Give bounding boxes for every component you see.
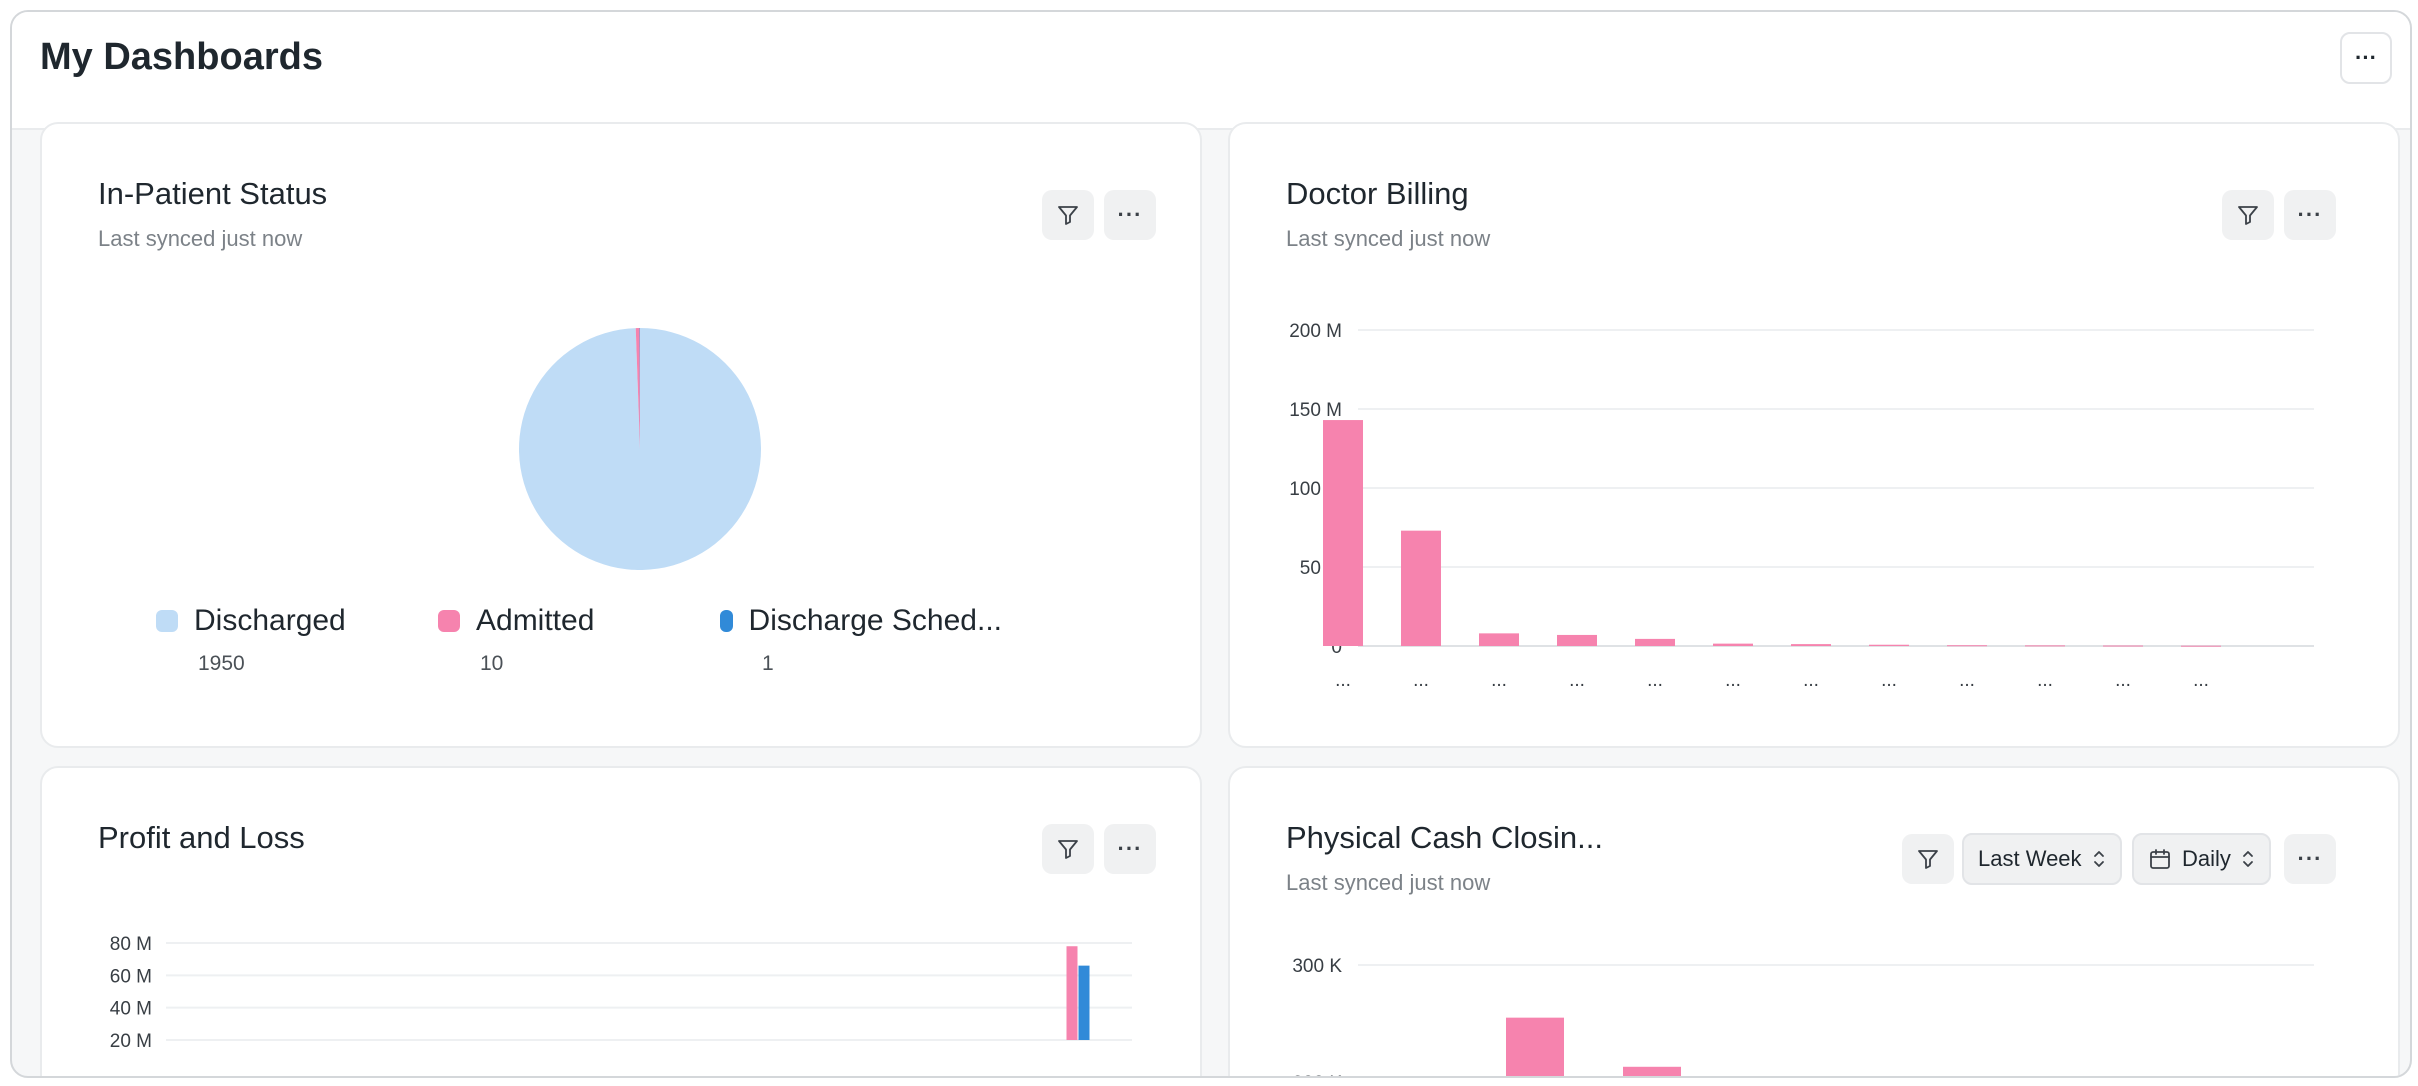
x-tick-label: ... [1491,670,1507,691]
y-tick-label: 40 M [110,999,152,1020]
card-subtitle: Last synced just now [98,226,303,251]
interval-value: Daily [2182,846,2231,871]
x-tick-label: ... [2037,670,2053,691]
bar [1506,1017,1564,1076]
calendar-icon [2150,849,2170,869]
x-tick-label: ... [1413,670,1429,691]
bar [2025,645,2065,647]
x-tick-label: ... [2115,670,2131,691]
x-tick-label: ... [1959,670,1975,691]
interval-select[interactable]: Daily [2132,833,2271,885]
date-range-select[interactable]: Last Week [1962,833,2122,885]
y-tick-label: 200 K [1292,1073,1342,1078]
more-horizontal-icon: ··· [2297,202,2323,227]
legend-value: 10 [480,652,504,675]
physical-cash-closing-bar-chart: 200 K 300 K [1292,956,2314,1078]
pie-slice [518,328,761,570]
legend-value: 1950 [198,652,245,675]
filter-button[interactable] [1902,834,1954,884]
pie-slice [635,328,640,449]
y-tick-label: 0 [1331,637,1342,658]
dashboard-window: My Dashboards ··· In-Patient Status Last… [10,10,2412,1078]
x-tick-label: ... [1335,670,1351,691]
legend-item: Admitted 10 [438,604,720,676]
card-title: Physical Cash Closin... [1286,820,1604,855]
bar [1623,1066,1681,1076]
card-more-button[interactable]: ··· [2284,834,2336,884]
x-tick-label: ... [1803,670,1819,691]
legend-label: Admitted [476,604,595,637]
y-tick-label: 300 K [1292,956,1342,977]
bar [1323,420,1363,646]
filter-button[interactable] [1042,824,1094,874]
legend-label: Discharge Sched... [748,604,1002,637]
more-horizontal-icon: ··· [2297,846,2323,871]
card-more-button[interactable]: ··· [2284,190,2336,240]
legend-value: 1 [762,652,774,675]
more-horizontal-icon: ··· [1117,202,1143,227]
legend-swatch [438,610,460,632]
card-title: In-Patient Status [98,176,328,211]
y-tick-label: 150 M [1289,400,1342,421]
card-more-button[interactable]: ··· [1104,824,1156,874]
card-title: Doctor Billing [1286,176,1469,211]
filter-icon [1918,850,1938,869]
x-tick-label: ... [1881,670,1897,691]
filter-button[interactable] [1042,190,1094,240]
bar [2181,645,2221,647]
filter-button[interactable] [2222,190,2274,240]
filter-icon [1058,840,1078,859]
legend-item: Discharged 1950 [156,604,438,676]
bar [1713,643,1753,646]
inpatient-pie-chart [518,328,761,570]
physical-cash-closing-card: Physical Cash Closin... Last synced just… [1228,766,2400,1078]
bar [2103,645,2143,647]
legend-swatch [156,610,178,632]
legend-swatch [720,610,733,632]
card-more-button[interactable]: ··· [1104,190,1156,240]
more-horizontal-icon: ··· [1117,836,1143,861]
x-tick-label: ... [1725,670,1741,691]
card-subtitle: Last synced just now [1286,870,1491,895]
more-horizontal-icon: ··· [2355,45,2377,70]
x-tick-label: ... [2193,670,2209,691]
x-tick-label: ... [1647,670,1663,691]
filter-icon [1058,206,1078,225]
bar [1947,645,1987,647]
bar [1066,946,1078,1040]
page-title: My Dashboards [40,36,323,78]
pie-legend: Discharged 1950 Admitted 10 Discharge Sc… [156,604,1002,676]
card-subtitle: Last synced just now [1286,226,1491,251]
y-tick-label: 80 M [110,934,152,955]
x-tick-label: ... [1569,670,1585,691]
bar [1557,634,1597,646]
profit-and-loss-bar-chart: 20 M 40 M 60 M 80 M [110,934,1132,1052]
y-tick-label: 20 M [110,1031,152,1052]
card-title: Profit and Loss [98,820,305,855]
bar [1078,965,1090,1040]
doctor-billing-card: Doctor Billing Last synced just now ··· … [1228,122,2400,748]
bar [1635,638,1675,646]
bar [1869,644,1909,646]
legend-item: Discharge Sched... 1 [720,604,1002,676]
date-range-value: Last Week [1978,846,2082,871]
inpatient-status-card: In-Patient Status Last synced just now ·… [40,122,1202,748]
chevron-up-down-icon [2243,851,2253,867]
chevron-up-down-icon [2093,851,2104,867]
y-tick-label: 60 M [110,966,152,987]
profit-and-loss-card: Profit and Loss ··· 20 M 40 M 60 M 80 M [40,766,1202,1076]
y-tick-label: 200 M [1289,321,1342,342]
filter-icon [2238,206,2258,225]
bar [1401,530,1441,646]
page-more-button[interactable]: ··· [2340,32,2392,84]
bar [1479,633,1519,646]
page-header: My Dashboards ··· [12,12,2410,130]
legend-label: Discharged [194,604,346,637]
bar [1791,644,1831,646]
